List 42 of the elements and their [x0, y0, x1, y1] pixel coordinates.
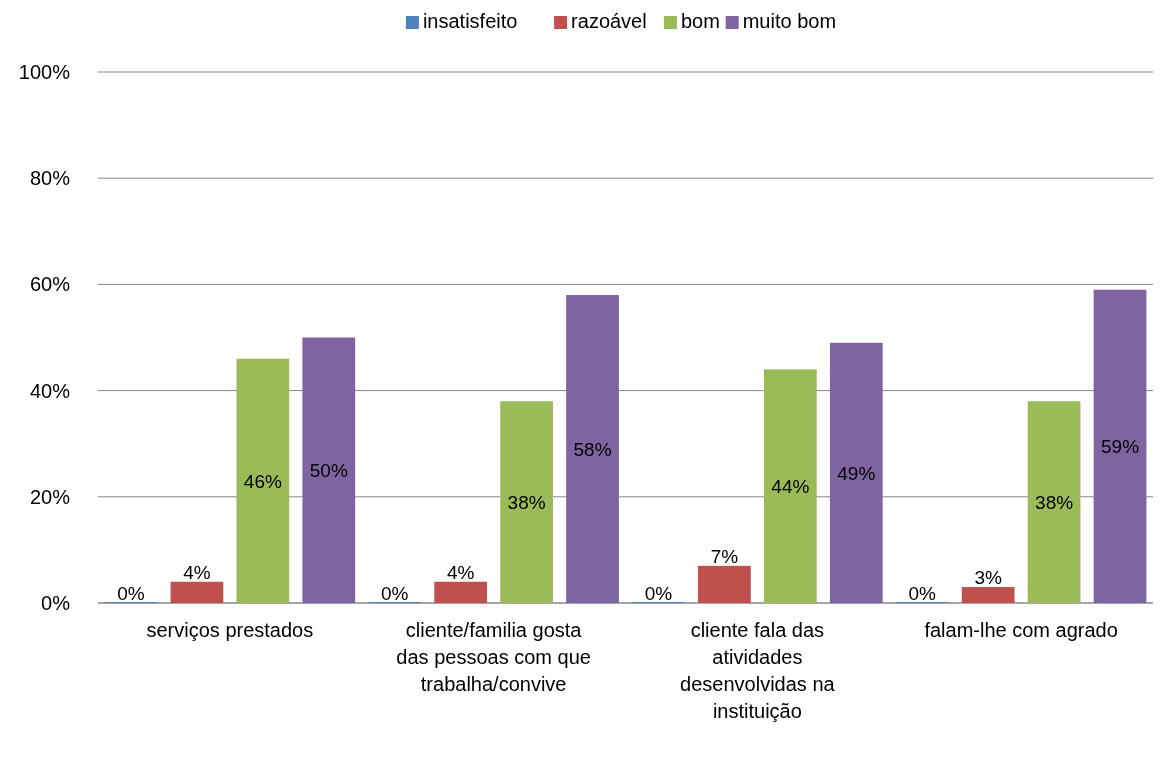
data-label: 38% [507, 492, 546, 514]
data-label: 4% [183, 561, 211, 583]
bar [302, 337, 356, 603]
y-tick-label: 0% [41, 592, 71, 614]
data-label: 50% [309, 460, 348, 482]
x-tick-label: falam-lhe com agrado [924, 619, 1118, 641]
bar [566, 295, 619, 603]
bar [170, 581, 224, 603]
legend-label: razoável [571, 10, 647, 32]
bar [1093, 289, 1147, 603]
data-label: 0% [117, 583, 145, 604]
bar [698, 565, 751, 603]
data-label: 3% [974, 567, 1002, 589]
x-tick-label: cliente fala das atividades desenvolvidas na instituição [680, 619, 836, 722]
legend-label: insatisfeito [422, 10, 518, 32]
data-label: 44% [771, 476, 810, 498]
data-label: 0% [908, 583, 937, 604]
bar [763, 369, 817, 603]
y-tick-label: 20% [29, 485, 71, 508]
legend-label: bom [680, 10, 720, 32]
data-label: 0% [380, 583, 409, 604]
y-tick-label: 80% [29, 167, 71, 190]
bar [500, 401, 553, 603]
legend-label: muito bom [742, 10, 837, 32]
x-tick-label: serviços prestados [146, 619, 314, 641]
bar [236, 358, 290, 603]
y-tick-label: 40% [29, 379, 71, 402]
bar [829, 342, 883, 603]
x-tick-label: cliente/familia gosta das pessoas com que trabalha/convive [396, 619, 591, 695]
y-tick-label: 60% [29, 273, 71, 296]
data-label: 46% [243, 470, 282, 492]
data-label: 4% [446, 561, 475, 583]
bar [961, 587, 1015, 603]
data-label: 59% [1101, 436, 1140, 458]
data-label: 0% [644, 583, 673, 604]
data-label: 7% [710, 545, 739, 567]
bar [1027, 401, 1081, 603]
data-label: 38% [1035, 492, 1074, 514]
bar [434, 581, 488, 603]
y-tick-label: 100% [18, 61, 71, 83]
data-label: 49% [837, 462, 876, 484]
data-label: 58% [573, 439, 612, 461]
